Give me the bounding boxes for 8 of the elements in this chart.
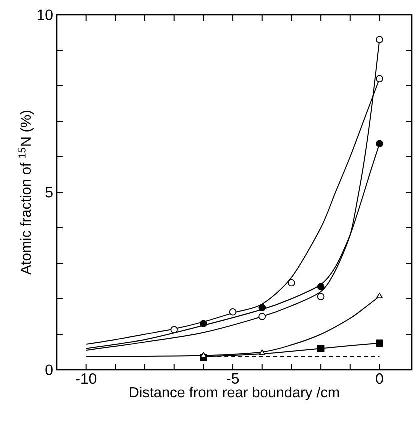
y-axis-title: Atomic fraction of $^{15}$N (%) [18, 110, 34, 275]
x-tick-label: 0 [376, 374, 384, 384]
y-tick-label: 10 [38, 10, 53, 20]
x-axis-title: Distance from rear boundary /cm [130, 386, 340, 400]
y-tick-label: 0 [46, 364, 53, 376]
x-tick-label: -10 [76, 374, 97, 384]
y-tick-label: 5 [46, 187, 53, 198]
x-tick-label: -5 [227, 374, 240, 384]
